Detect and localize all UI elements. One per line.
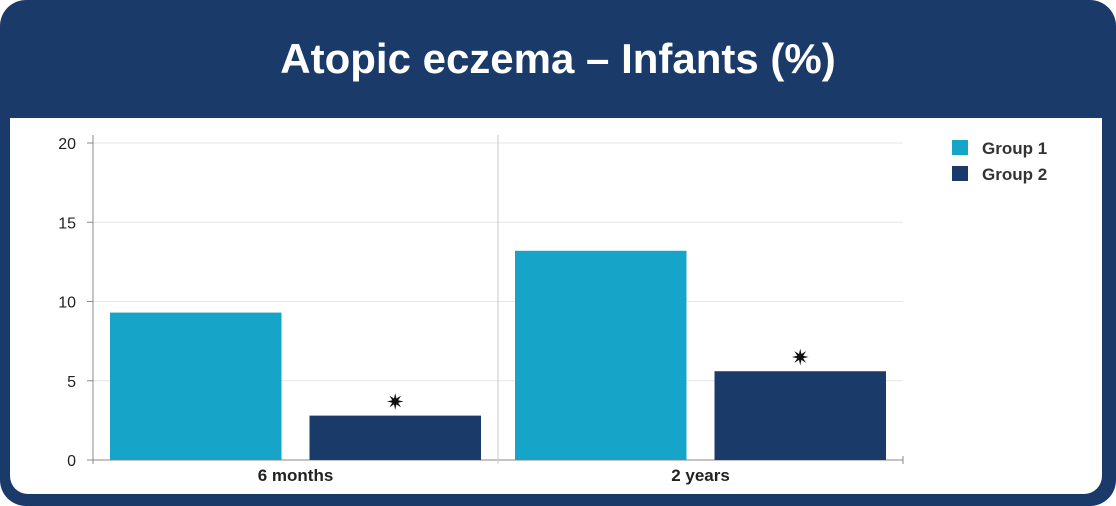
y-tick-label: 20 (58, 136, 76, 153)
y-tick-label: 0 (67, 453, 76, 470)
bar-group-1-1 (515, 251, 687, 460)
bar-group-1-0 (110, 313, 282, 460)
y-tick-label: 10 (58, 295, 76, 312)
legend-swatch (952, 140, 968, 155)
y-tick-label: 15 (58, 215, 76, 232)
bar-group-2-0 (310, 416, 482, 460)
significance-star: ✷ (386, 391, 404, 416)
legend-label: Group 1 (982, 139, 1047, 158)
legend-swatch (952, 166, 968, 181)
legend-label: Group 2 (982, 165, 1047, 184)
x-category-label: 6 months (258, 466, 334, 485)
y-tick-label: 5 (67, 374, 76, 391)
bar-group-2-1 (715, 371, 887, 460)
x-category-label: 2 years (671, 466, 730, 485)
significance-star: ✷ (791, 346, 809, 371)
